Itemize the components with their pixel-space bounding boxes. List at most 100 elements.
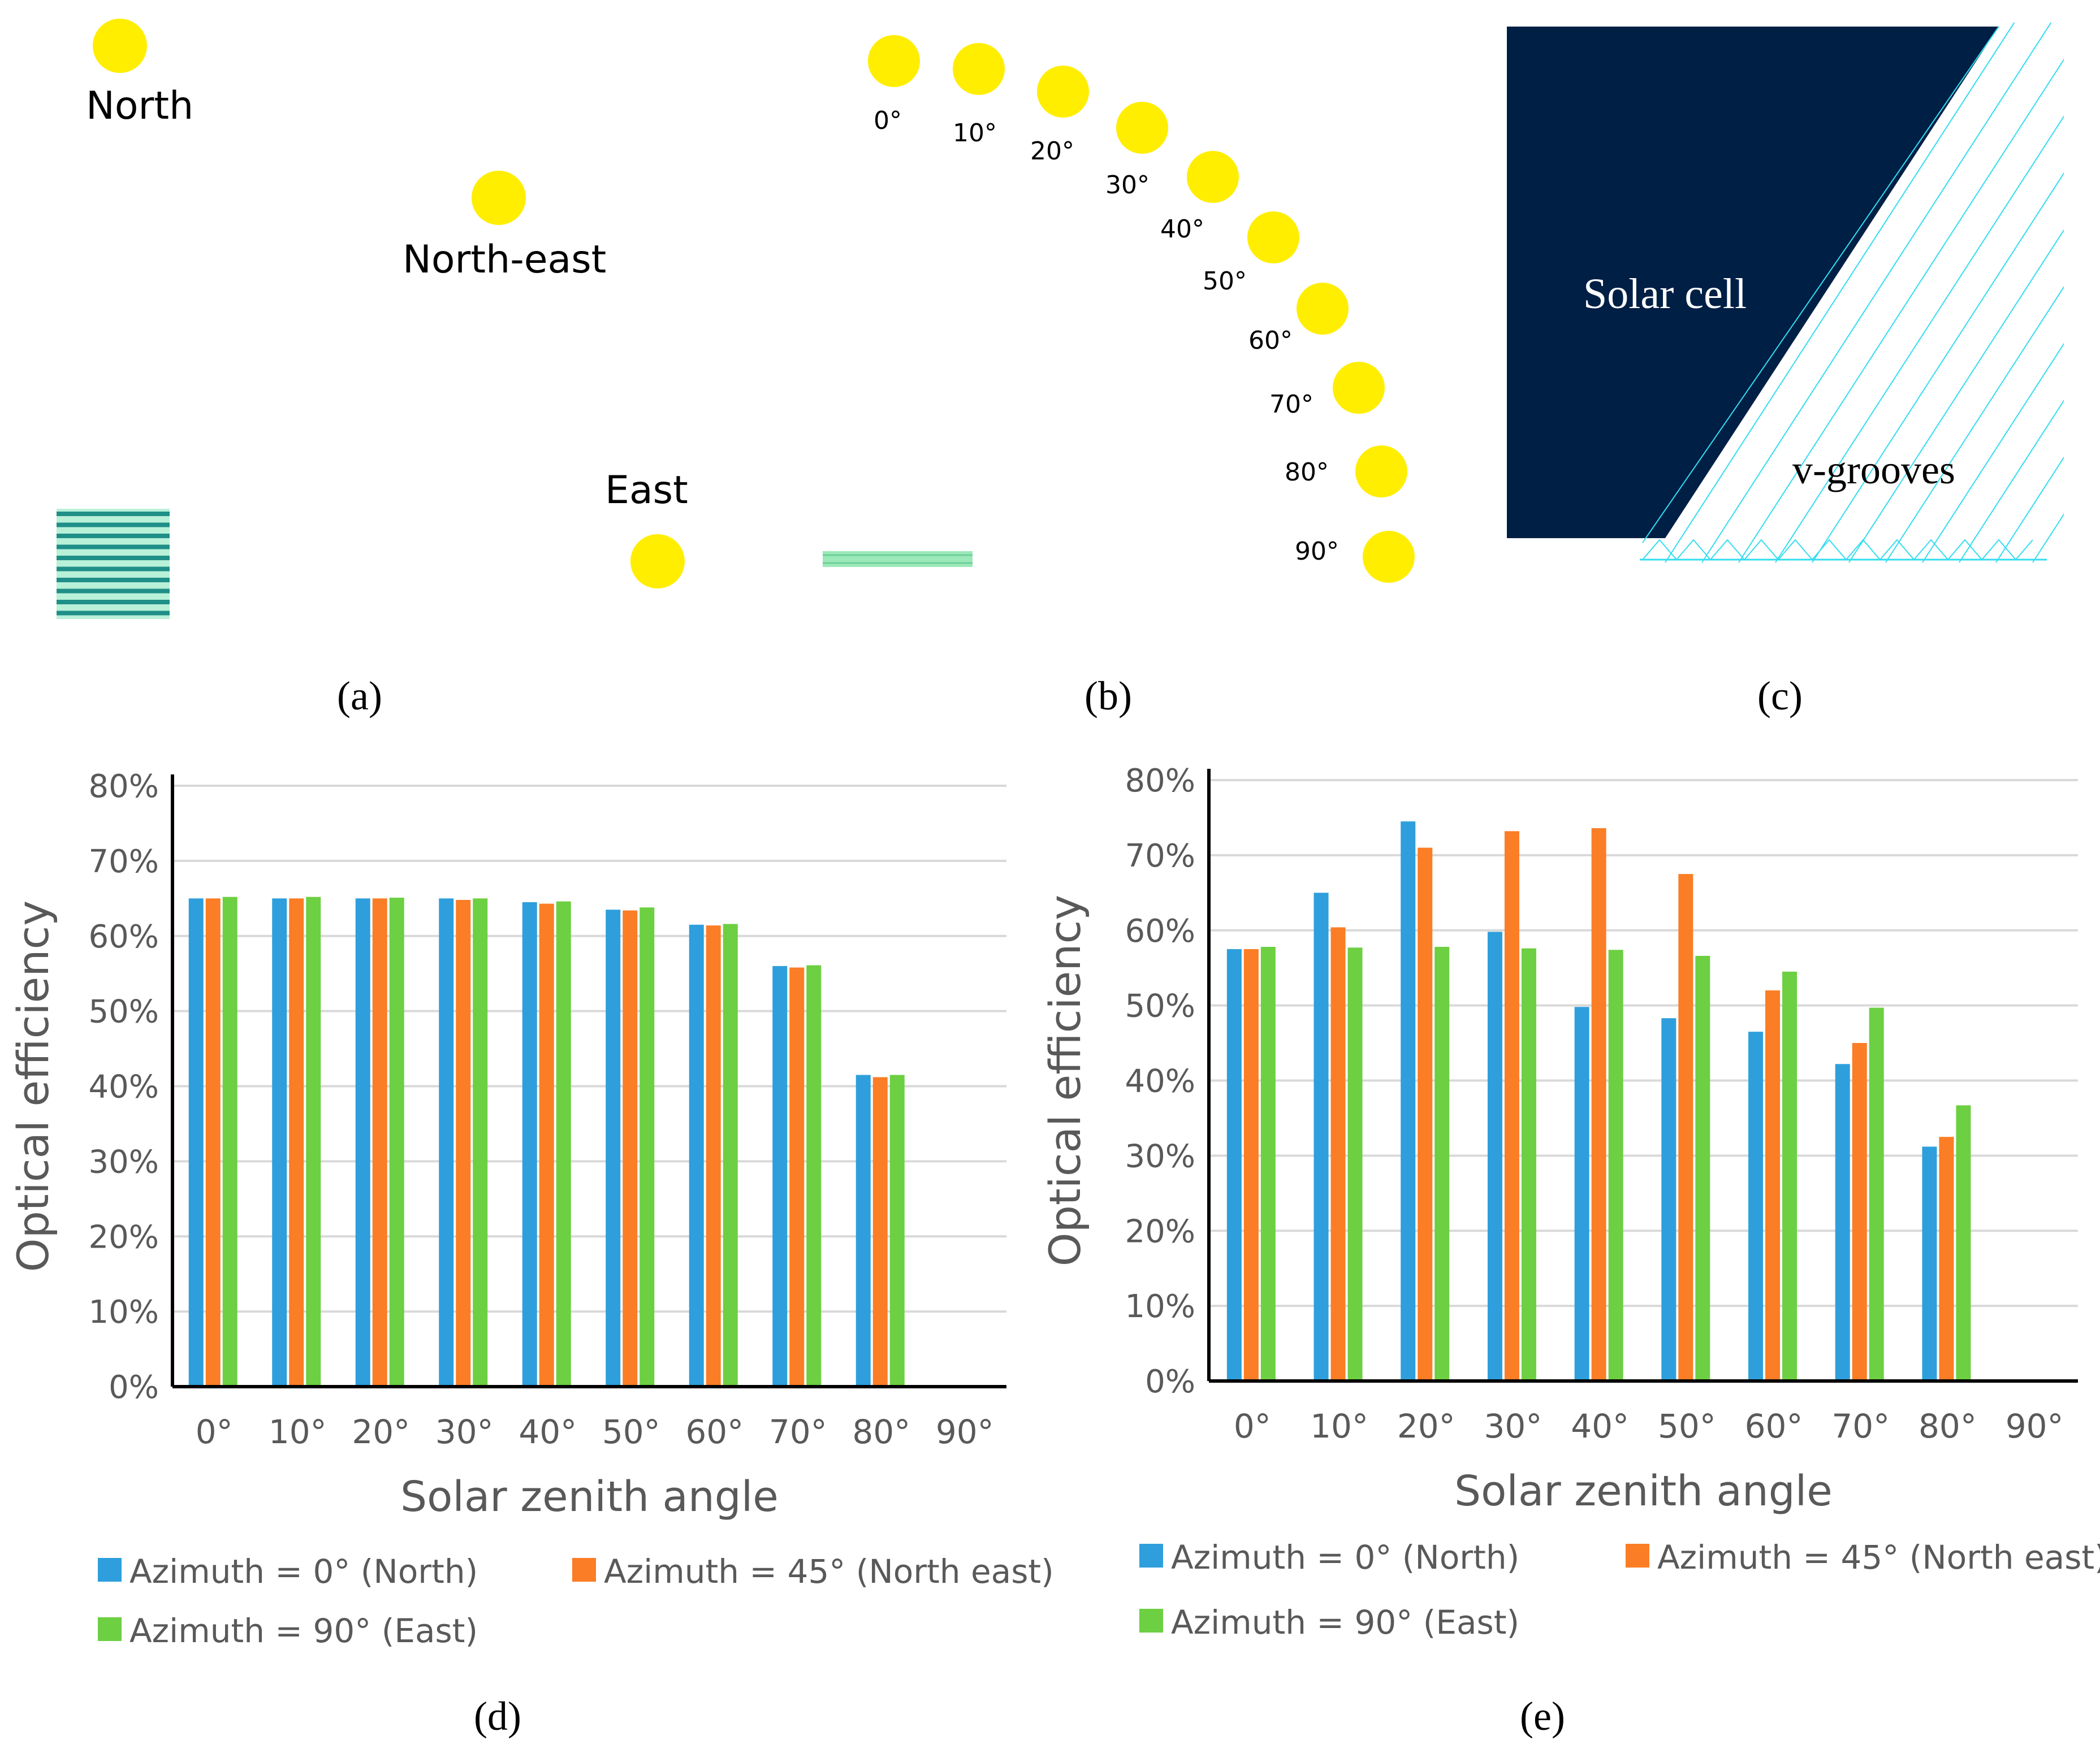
stripe — [57, 512, 170, 516]
bar-north — [355, 898, 370, 1387]
legend-entry: Azimuth = 0° (North) — [1171, 1538, 1519, 1577]
x-tick-label: 30° — [1484, 1407, 1542, 1445]
bar-northeast — [1243, 949, 1259, 1381]
x-tick-label: 50° — [602, 1413, 660, 1451]
bar-north — [439, 898, 454, 1387]
bar-north — [606, 910, 621, 1387]
stripe — [57, 588, 170, 594]
bar-northeast — [205, 898, 221, 1387]
legend-entry: Azimuth = 45° (North east) — [604, 1552, 1054, 1591]
bar-northeast — [1418, 847, 1433, 1381]
sun-east — [630, 534, 685, 588]
x-tick-label: 0° — [1234, 1407, 1271, 1445]
bar-northeast — [1330, 927, 1346, 1381]
y-tick-label: 40% — [1125, 1063, 1195, 1100]
y-axis-title: Optical efficiency — [1040, 895, 1090, 1266]
bar-northeast — [456, 899, 471, 1387]
x-tick-label: 40° — [518, 1413, 577, 1451]
groove-line — [1995, 456, 2064, 563]
solar-cell-label: Solar cell — [1583, 270, 1747, 318]
angle-label: 30° — [1105, 171, 1150, 200]
x-tick-label: 60° — [1745, 1407, 1803, 1445]
y-tick-label: 50% — [89, 994, 159, 1031]
bar-north — [1835, 1064, 1850, 1381]
bar-east — [1434, 946, 1450, 1381]
x-tick-label: 90° — [936, 1413, 994, 1451]
x-tick-label: 20° — [352, 1413, 410, 1451]
flat-panel-icon — [823, 551, 973, 567]
bar-north — [1661, 1018, 1676, 1381]
y-tick-label: 60% — [1125, 913, 1195, 950]
stripe — [57, 544, 170, 549]
legend-swatch — [1139, 1544, 1163, 1568]
legend-swatch — [98, 1617, 122, 1641]
bar-north — [522, 902, 537, 1387]
sun-position-4 — [1187, 151, 1239, 203]
panel-c: Solar cell v-grooves (c) — [1507, 23, 2064, 718]
groove-line — [1665, 23, 2015, 563]
legend-swatch — [98, 1558, 122, 1582]
x-tick-label: 80° — [1918, 1407, 1977, 1445]
bar-north — [1401, 821, 1416, 1381]
groove-line — [2032, 513, 2064, 563]
x-tick-label: 10° — [269, 1413, 327, 1451]
bar-north — [1922, 1146, 1937, 1381]
groove-line — [1701, 23, 2052, 563]
y-tick-label: 60% — [89, 919, 159, 955]
bar-east — [723, 924, 738, 1387]
bar-northeast — [789, 967, 805, 1387]
bar-northeast — [872, 1077, 888, 1387]
groove-line — [1922, 343, 2064, 563]
y-tick-label: 0% — [109, 1369, 159, 1406]
panel-a: North North-east East (a) — [57, 19, 973, 718]
x-tick-label: 70° — [769, 1413, 827, 1451]
groove-line — [1775, 115, 2064, 563]
bar-east — [306, 897, 321, 1387]
x-tick-label: 70° — [1831, 1407, 1890, 1445]
angle-label: 20° — [1030, 137, 1074, 166]
groove-line — [1738, 58, 2064, 563]
bar-northeast — [1939, 1137, 1954, 1381]
bar-north — [272, 898, 287, 1387]
y-tick-label: 0% — [1145, 1363, 1195, 1400]
caption-a: (a) — [337, 673, 382, 718]
stripe — [57, 578, 170, 582]
x-tick-label: 20° — [1397, 1407, 1455, 1445]
bar-northeast — [1591, 828, 1606, 1381]
bar-east — [1956, 1105, 1971, 1381]
angle-label: 60° — [1248, 326, 1293, 355]
caption-e: (e) — [1520, 1694, 1565, 1739]
bar-east — [1782, 971, 1797, 1381]
legend-entry: Azimuth = 0° (North) — [129, 1552, 478, 1591]
x-tick-label: 80° — [852, 1413, 910, 1451]
x-tick-label: 90° — [2006, 1407, 2064, 1445]
sun-position-7 — [1333, 362, 1385, 414]
sun-position-6 — [1297, 283, 1349, 335]
bar-east — [1260, 946, 1276, 1381]
bar-east — [389, 897, 404, 1387]
y-tick-label: 70% — [89, 843, 159, 880]
stripe — [57, 600, 170, 604]
groove-line — [1885, 285, 2064, 563]
bar-northeast — [1678, 874, 1693, 1381]
bar-east — [1521, 948, 1536, 1381]
bar-northeast — [289, 898, 304, 1387]
x-tick-label: 40° — [1571, 1407, 1629, 1445]
sun-position-5 — [1247, 211, 1299, 263]
groove-line — [1812, 172, 2064, 563]
bar-northeast — [539, 903, 554, 1387]
sun-position-9 — [1363, 531, 1415, 583]
angle-label: 0° — [874, 106, 902, 135]
bar-northeast — [372, 898, 387, 1387]
chart-e: 0% 10% 20% 30% 40% 50% 60% 70% 80% 0° 10° 20° 30° 40°… — [1040, 763, 2100, 1739]
stripe — [57, 566, 170, 572]
solar-cell — [1507, 27, 1999, 538]
bar-east — [1695, 955, 1710, 1381]
angle-label: 10° — [953, 119, 997, 148]
groove-edge — [1642, 26, 1999, 543]
angle-label: 50° — [1203, 267, 1247, 296]
sun-position-2 — [1037, 66, 1089, 118]
grooves-label: v-grooves — [1792, 447, 1955, 492]
y-axis-title: Optical efficiency — [8, 901, 58, 1272]
